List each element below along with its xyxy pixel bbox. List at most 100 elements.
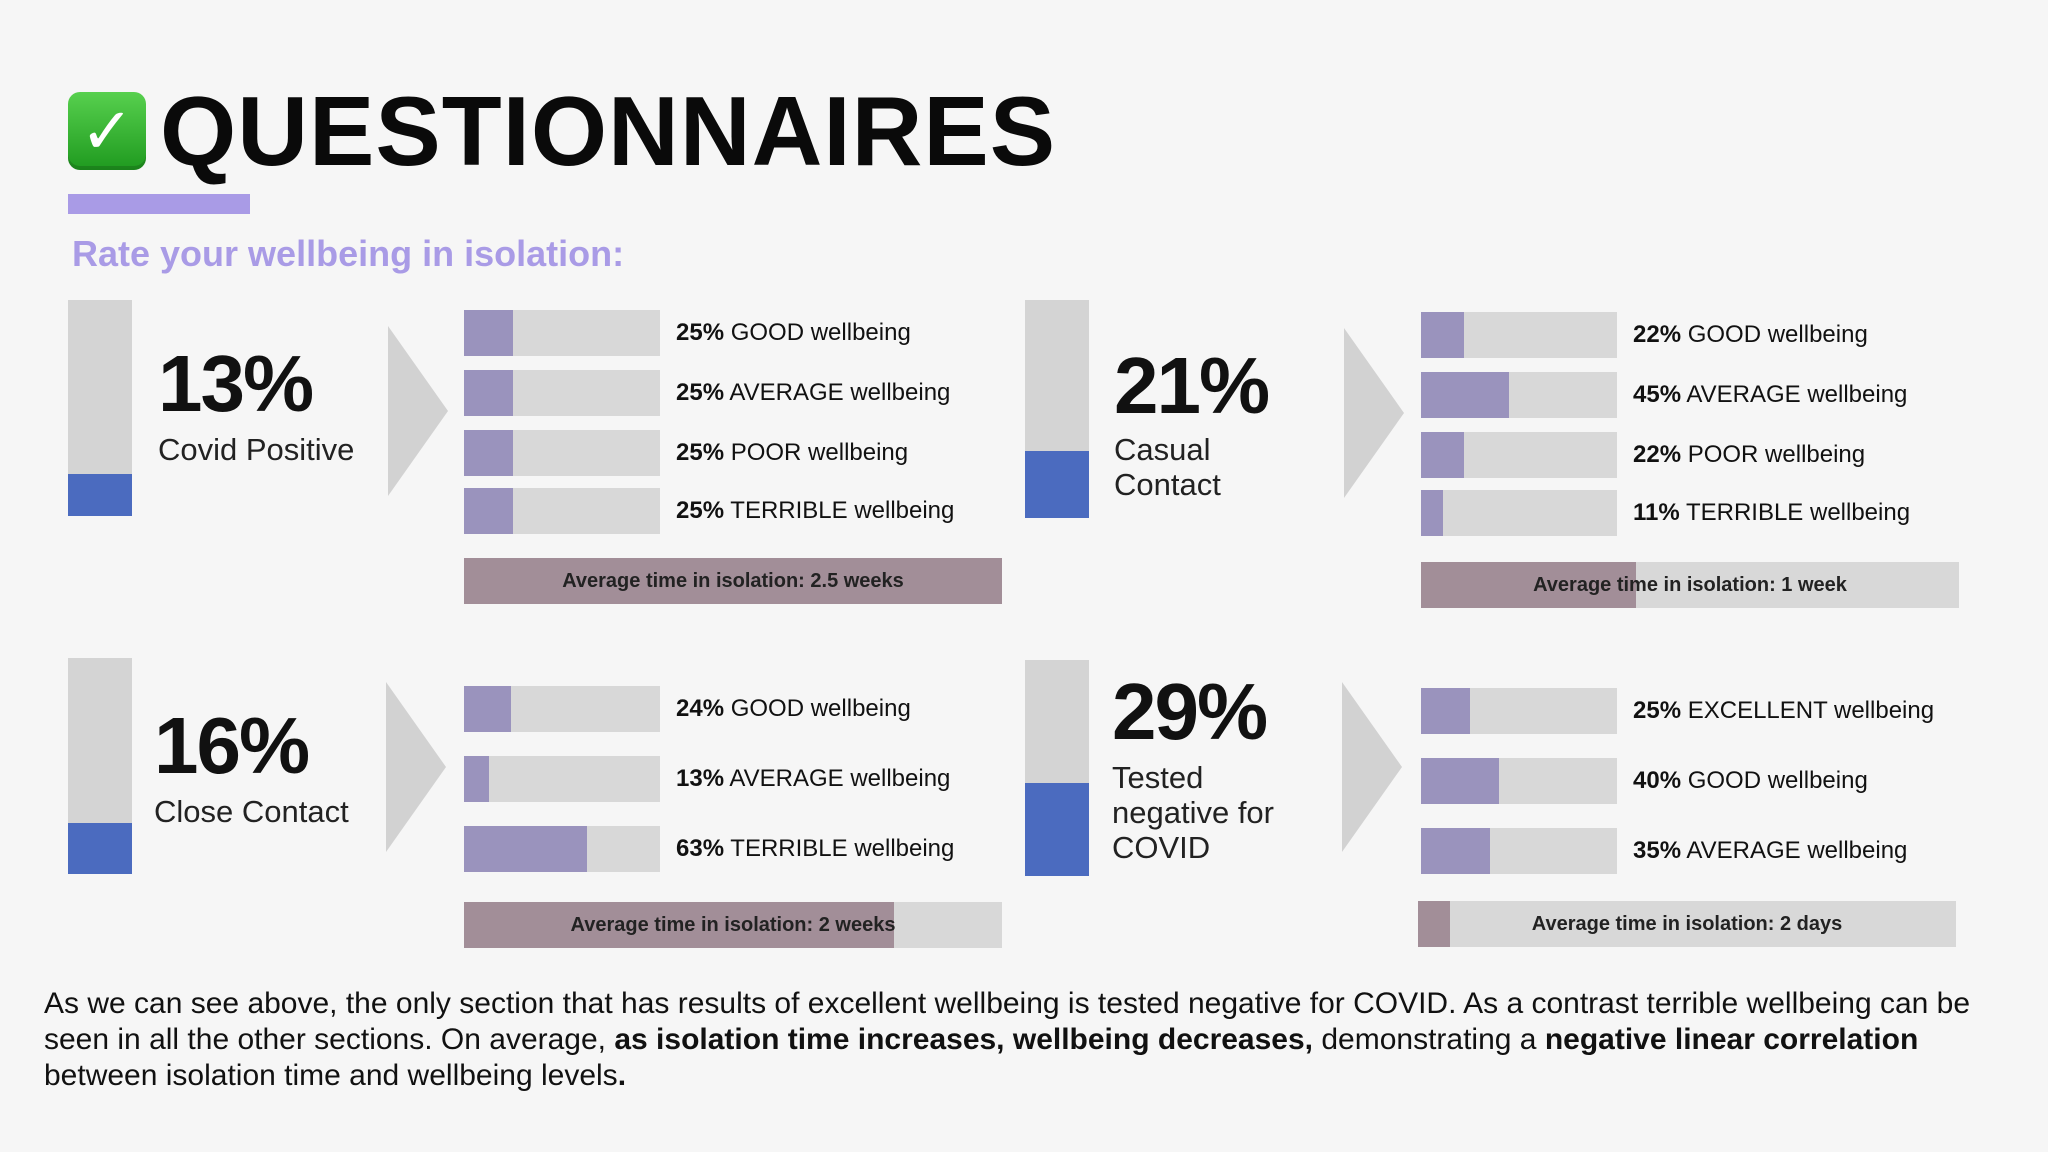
group-4-response-track xyxy=(1421,828,1617,874)
group-3-response-percent: 24% xyxy=(676,695,725,722)
group-4-chevron-icon xyxy=(1342,682,1402,852)
group-2-bar xyxy=(1025,300,1089,518)
group-2-response-percent: 45% xyxy=(1633,381,1682,408)
group-1-response-label: TERRIBLE wellbeing xyxy=(724,497,955,524)
group-4-response-track xyxy=(1421,688,1617,734)
group-3-response-percent: 13% xyxy=(676,765,725,792)
group-3-response-fill xyxy=(464,686,511,732)
group-2-percent: 21% xyxy=(1114,341,1270,430)
group-2-response-text: 22% GOOD wellbeing xyxy=(1633,312,1868,358)
group-4-response-fill xyxy=(1421,828,1490,874)
group-4-response-fill xyxy=(1421,758,1499,804)
group-2-response-label: POOR wellbeing xyxy=(1681,441,1866,468)
group-3-avg-time-text: Average time in isolation: 2 weeks xyxy=(570,914,896,936)
summary-bold-3: . xyxy=(617,1059,627,1092)
group-2-response-label: GOOD wellbeing xyxy=(1681,321,1868,348)
group-1-response-fill xyxy=(464,370,513,416)
group-4-bar-fill xyxy=(1025,783,1089,876)
group-1-response-row: 25% POOR wellbeing xyxy=(464,430,1024,476)
group-1-response-percent: 25% xyxy=(676,319,725,346)
group-4-response-row: 40% GOOD wellbeing xyxy=(1421,758,1981,804)
group-4-avg-time-bar: Average time in isolation: 2 days xyxy=(1418,901,1956,947)
page-title: QUESTIONNAIRES xyxy=(160,76,1057,186)
group-2-response-track xyxy=(1421,432,1617,478)
group-1-response-text: 25% POOR wellbeing xyxy=(676,430,908,476)
group-1-response-label: AVERAGE wellbeing xyxy=(724,379,951,406)
group-2-response-row: 22% POOR wellbeing xyxy=(1421,432,1981,478)
group-3-response-row: 24% GOOD wellbeing xyxy=(464,686,1024,732)
group-1-response-percent: 25% xyxy=(676,379,725,406)
group-3-bar xyxy=(68,658,132,874)
group-2-response-text: 11% TERRIBLE wellbeing xyxy=(1633,490,1910,536)
group-2-avg-time-bar: Average time in isolation: 1 week xyxy=(1421,562,1959,608)
group-1-avg-time-text: Average time in isolation: 2.5 weeks xyxy=(562,570,904,592)
group-2-response-fill xyxy=(1421,432,1464,478)
group-2-response-row: 11% TERRIBLE wellbeing xyxy=(1421,490,1981,536)
group-4-response-text: 25% EXCELLENT wellbeing xyxy=(1633,688,1934,734)
group-1-response-text: 25% TERRIBLE wellbeing xyxy=(676,488,954,534)
group-2-chevron-icon xyxy=(1344,328,1404,498)
group-2-response-track xyxy=(1421,372,1617,418)
group-1-percent: 13% xyxy=(158,339,314,428)
group-1-response-track xyxy=(464,488,660,534)
group-4-avg-time-text: Average time in isolation: 2 days xyxy=(1531,913,1843,935)
group-1-response-percent: 25% xyxy=(676,439,725,466)
group-2-response-percent: 22% xyxy=(1633,441,1682,468)
group-3-label: Close Contact xyxy=(154,794,349,829)
group-1-response-text: 25% AVERAGE wellbeing xyxy=(676,370,950,416)
group-3-response-text: 63% TERRIBLE wellbeing xyxy=(676,826,954,872)
group-4-label: Tested negative for COVID xyxy=(1112,760,1274,865)
group-1-response-row: 25% GOOD wellbeing xyxy=(464,310,1024,356)
group-4-response-track xyxy=(1421,758,1617,804)
group-1-response-label: POOR wellbeing xyxy=(724,439,909,466)
group-1-response-text: 25% GOOD wellbeing xyxy=(676,310,911,356)
summary-text-1: As we can see above, the only section th… xyxy=(44,987,1971,1056)
summary-bold-1: as isolation time increases, wellbeing d… xyxy=(614,1023,1314,1056)
group-2-response-fill xyxy=(1421,312,1464,358)
group-4-bar xyxy=(1025,660,1089,876)
group-1-avg-time-bar: Average time in isolation: 2.5 weeks xyxy=(464,558,1002,604)
group-3-avg-time-fill xyxy=(464,902,894,948)
group-3-response-fill xyxy=(464,756,489,802)
group-2-avg-time-text: Average time in isolation: 1 week xyxy=(1533,574,1847,596)
group-1-response-track xyxy=(464,370,660,416)
group-3-response-label: TERRIBLE wellbeing xyxy=(724,835,955,862)
group-4-response-fill xyxy=(1421,688,1470,734)
group-2-response-row: 22% GOOD wellbeing xyxy=(1421,312,1981,358)
group-4-response-text: 35% AVERAGE wellbeing xyxy=(1633,828,1907,874)
group-4-response-row: 35% AVERAGE wellbeing xyxy=(1421,828,1981,874)
group-4-response-label: EXCELLENT wellbeing xyxy=(1681,697,1935,724)
group-3-response-percent: 63% xyxy=(676,835,725,862)
group-3-response-text: 13% AVERAGE wellbeing xyxy=(676,756,950,802)
group-4-response-row: 25% EXCELLENT wellbeing xyxy=(1421,688,1981,734)
summary-text-2: demonstrating a xyxy=(1313,1023,1545,1056)
group-1-response-fill xyxy=(464,430,513,476)
group-2-response-text: 22% POOR wellbeing xyxy=(1633,432,1865,478)
group-1-response-label: GOOD wellbeing xyxy=(724,319,911,346)
group-2-response-fill xyxy=(1421,372,1509,418)
group-1-response-fill xyxy=(464,310,513,356)
group-1-response-track xyxy=(464,430,660,476)
group-1-bar-fill xyxy=(68,474,132,516)
group-2-bar-fill xyxy=(1025,451,1089,518)
group-4-response-percent: 25% xyxy=(1633,697,1682,724)
group-2-response-percent: 22% xyxy=(1633,321,1682,348)
group-2-label: Casual Contact xyxy=(1114,432,1221,502)
group-3-response-label: GOOD wellbeing xyxy=(724,695,911,722)
group-1-bar xyxy=(68,300,132,516)
group-1-response-track xyxy=(464,310,660,356)
group-4-avg-time-fill xyxy=(1418,901,1450,947)
group-1-chevron-icon xyxy=(388,326,448,496)
group-3-response-track xyxy=(464,686,660,732)
group-1-response-fill xyxy=(464,488,513,534)
group-1-response-row: 25% TERRIBLE wellbeing xyxy=(464,488,1024,534)
group-4-response-percent: 40% xyxy=(1633,767,1682,794)
group-3-avg-time-bar: Average time in isolation: 2 weeks xyxy=(464,902,1002,948)
title-row: ✓ QUESTIONNAIRES xyxy=(68,76,1056,186)
group-3-response-track xyxy=(464,756,660,802)
group-4-percent: 29% xyxy=(1112,667,1268,756)
group-1-avg-time-fill xyxy=(464,558,1002,604)
group-2-response-label: TERRIBLE wellbeing xyxy=(1679,499,1911,526)
group-2-response-text: 45% AVERAGE wellbeing xyxy=(1633,372,1907,418)
group-4-response-label: AVERAGE wellbeing xyxy=(1681,837,1908,864)
